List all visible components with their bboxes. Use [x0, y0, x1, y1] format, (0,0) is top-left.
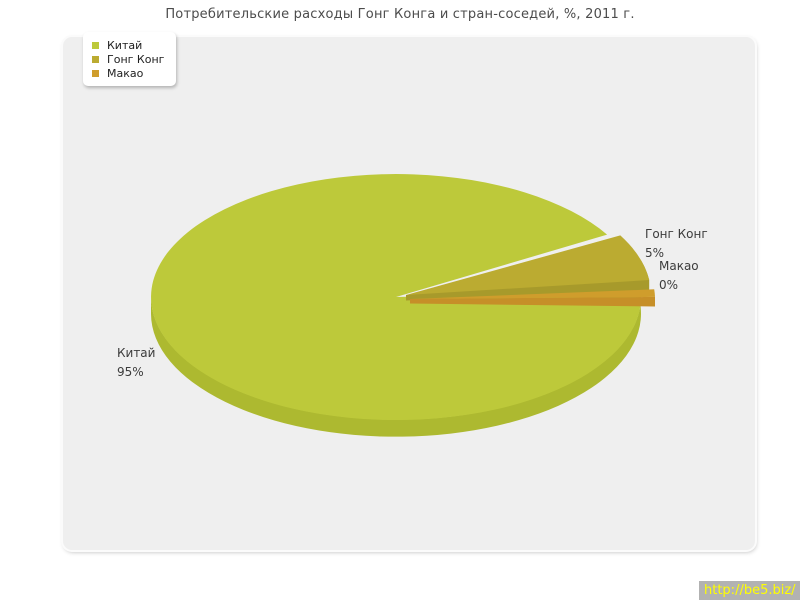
chart-panel: [63, 37, 755, 550]
legend-label-hongkong: Гонг Конг: [107, 52, 165, 66]
slice-label-macao-name: Макао: [659, 259, 699, 273]
slice-label-china-value: 95%: [117, 365, 144, 379]
china-swatch-icon: [92, 41, 99, 49]
chart-title: Потребительские расходы Гонг Конга и стр…: [165, 7, 635, 22]
legend-item-china: Китай: [92, 38, 164, 52]
watermark-link[interactable]: http://be5.biz/: [699, 581, 800, 600]
slice-label-hongkong-name: Гонг Конг: [645, 227, 708, 241]
macao-swatch-icon: [92, 69, 99, 77]
slice-label-hongkong-value: 5%: [645, 246, 665, 260]
hongkong-swatch-icon: [92, 55, 99, 63]
legend-label-china: Китай: [107, 38, 143, 52]
slice-label-macao-value: 0%: [659, 278, 679, 292]
legend-label-macao: Макао: [107, 66, 144, 80]
slice-label-macao: Макао 0%: [659, 257, 699, 295]
legend: Китай Гонг Конг Макао: [83, 32, 177, 86]
slice-label-china: Китай 95%: [117, 344, 155, 382]
slice-label-hongkong: Гонг Конг 5%: [645, 225, 708, 263]
slice-label-china-name: Китай: [117, 346, 156, 360]
legend-item-macao: Макао: [92, 66, 164, 80]
legend-item-hongkong: Гонг Конг: [92, 52, 164, 66]
